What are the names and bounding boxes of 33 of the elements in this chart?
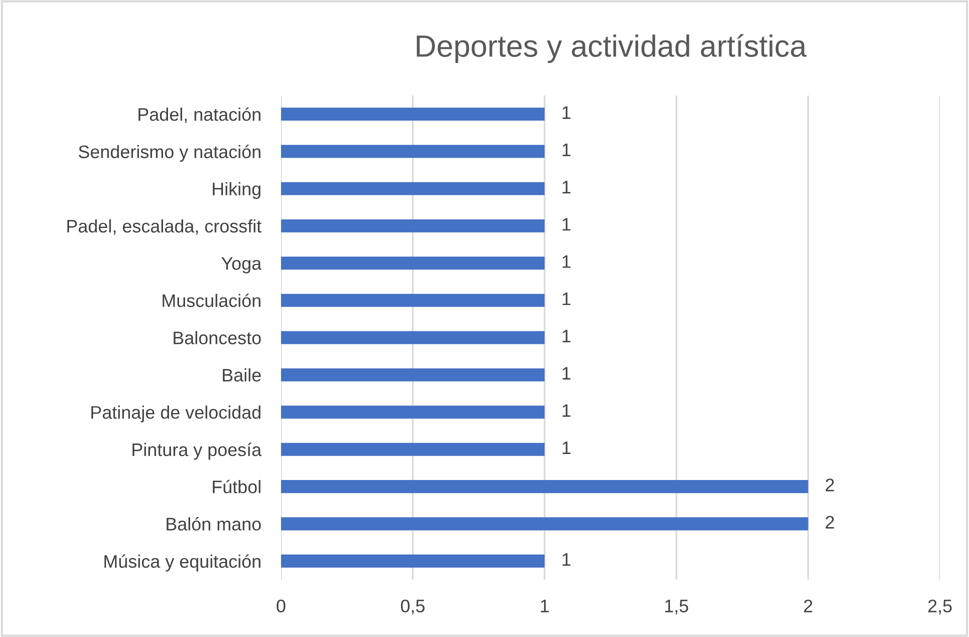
data-label: 1 bbox=[562, 404, 570, 417]
data-label: 1 bbox=[562, 218, 570, 231]
y-tick-label: Padel, escalada, crossfit bbox=[67, 219, 262, 235]
y-tick-label: Pintura y poesía bbox=[132, 442, 262, 460]
x-tick-label: 0,5 bbox=[400, 600, 425, 615]
y-tick-label: Musculación bbox=[162, 294, 260, 308]
data-label: 1 bbox=[562, 292, 570, 306]
chart-title: Deportes y actividad artística bbox=[416, 34, 807, 63]
data-label: 1 bbox=[562, 330, 570, 342]
x-tick-label: 0 bbox=[276, 600, 286, 612]
data-label: 1 bbox=[562, 553, 570, 566]
y-tick-label: Patinaje de velocidad bbox=[91, 406, 260, 422]
y-tick-label: Hiking bbox=[212, 182, 260, 199]
x-tick-label: 2 bbox=[804, 600, 812, 612]
data-label: 1 bbox=[562, 144, 570, 156]
x-tick-label: 2,5 bbox=[928, 600, 952, 615]
y-tick-label: Baloncesto bbox=[174, 331, 261, 344]
data-label: 1 bbox=[562, 367, 570, 380]
y-tick-label: Baile bbox=[222, 368, 261, 382]
y-tick-label: Música y equitación bbox=[104, 554, 260, 572]
x-tick-label: 1,5 bbox=[665, 600, 688, 615]
y-tick-label: Padel, natación bbox=[138, 107, 260, 124]
y-tick-label: Fútbol bbox=[212, 480, 260, 494]
y-tick-label: Yoga bbox=[221, 257, 262, 274]
data-label: 2 bbox=[826, 478, 834, 492]
data-label: 1 bbox=[562, 442, 570, 454]
data-label: 1 bbox=[562, 180, 570, 194]
x-tick-label: 1 bbox=[540, 600, 549, 612]
data-label: 1 bbox=[562, 255, 570, 268]
y-tick-label: Balón mano bbox=[166, 517, 261, 531]
data-label: 2 bbox=[826, 516, 834, 528]
y-tick-label: Senderismo y natación bbox=[78, 144, 260, 162]
data-label: 1 bbox=[562, 106, 570, 119]
